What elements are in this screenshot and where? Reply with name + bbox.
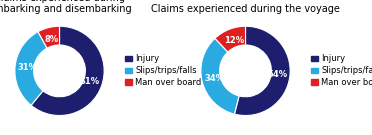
Wedge shape <box>234 26 290 116</box>
Title: Claims experienced during
embarking and disembarking: Claims experienced during embarking and … <box>0 0 131 14</box>
Wedge shape <box>38 26 60 48</box>
Wedge shape <box>215 26 246 52</box>
Legend: Injury, Slips/trips/falls, Man over board: Injury, Slips/trips/falls, Man over boar… <box>125 54 201 87</box>
Wedge shape <box>31 26 104 116</box>
Legend: Injury, Slips/trips/falls, Man over board: Injury, Slips/trips/falls, Man over boar… <box>311 54 372 87</box>
Text: 61%: 61% <box>80 77 100 86</box>
Text: 8%: 8% <box>45 35 58 44</box>
Title: Claims experienced during the voyage: Claims experienced during the voyage <box>151 4 340 14</box>
Text: 31%: 31% <box>17 63 38 72</box>
Text: 54%: 54% <box>267 70 288 79</box>
Wedge shape <box>15 32 47 105</box>
Wedge shape <box>201 38 239 114</box>
Text: 12%: 12% <box>224 36 244 45</box>
Text: 34%: 34% <box>204 74 224 83</box>
